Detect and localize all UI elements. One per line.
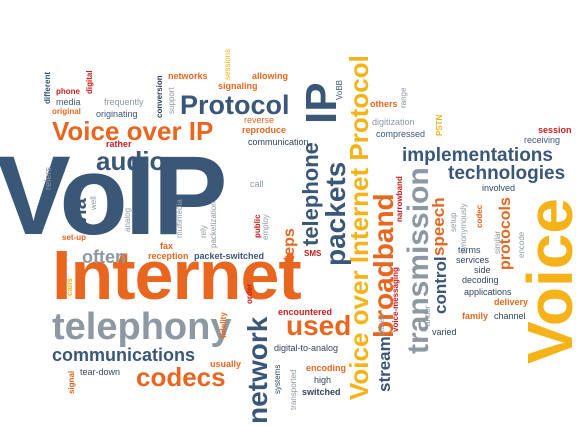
word-sms: SMS bbox=[304, 249, 322, 258]
word-voip: VoIP bbox=[0, 133, 228, 258]
word-receiving: receiving bbox=[524, 135, 561, 145]
word-reverse: reverse bbox=[244, 115, 275, 125]
word-support: support bbox=[167, 87, 176, 114]
word-session: session bbox=[538, 125, 572, 135]
word-stereo: stereo bbox=[377, 313, 386, 336]
word-fax: fax bbox=[160, 241, 174, 251]
word-channel: channel bbox=[494, 311, 526, 321]
word-originating: originating bbox=[96, 109, 138, 119]
word-via: via bbox=[69, 198, 91, 226]
word-stream: stream bbox=[375, 336, 394, 392]
word-phone: phone bbox=[56, 87, 80, 96]
word-rather: rather bbox=[106, 139, 132, 149]
word-family: family bbox=[462, 311, 489, 321]
word-range: range bbox=[399, 87, 408, 108]
word-communication: communication bbox=[248, 137, 309, 147]
word-technologies: technologies bbox=[448, 163, 566, 184]
word-encountered: encountered bbox=[278, 307, 333, 317]
word-services: services bbox=[456, 255, 490, 265]
word-applications: applications bbox=[464, 287, 512, 297]
word-compressed: compressed bbox=[376, 129, 426, 139]
word-narrowband: narrowband bbox=[395, 176, 404, 222]
word-synonymously: synonymously bbox=[459, 203, 468, 254]
word-set-up: set-up bbox=[62, 233, 86, 242]
word-often: often bbox=[82, 247, 126, 267]
word-digital-to-analog: digital-to-analog bbox=[274, 343, 339, 353]
word-digital: digital bbox=[85, 70, 94, 94]
word-varied: varied bbox=[432, 327, 457, 337]
word-sessions: sessions bbox=[223, 48, 232, 80]
word-media: media bbox=[56, 97, 81, 107]
word-vobb: VoBB bbox=[335, 79, 344, 100]
word-implementations: implementations bbox=[402, 145, 553, 166]
word-voice-big: Voice bbox=[514, 198, 576, 364]
word-switched: switched bbox=[302, 387, 341, 397]
word-side: side bbox=[474, 265, 491, 275]
word-different: different bbox=[43, 72, 52, 104]
word-voice-messaging: voice-messaging bbox=[391, 267, 400, 332]
word-telephony: telephony bbox=[52, 306, 232, 348]
word-digitization: digitization bbox=[372, 117, 415, 127]
word-telephone: telephone bbox=[298, 142, 323, 246]
word-packetization: packetization bbox=[209, 201, 218, 248]
word-delivery: delivery bbox=[494, 297, 529, 307]
word-setup: setup bbox=[449, 212, 458, 232]
word-network: network bbox=[242, 316, 273, 424]
word-control: control bbox=[431, 256, 450, 314]
word-signal: signal bbox=[67, 370, 76, 394]
word-communications: communications bbox=[52, 345, 196, 365]
word-conversion: conversion bbox=[155, 75, 164, 118]
word-similar: similar bbox=[493, 230, 502, 254]
word-networks: networks bbox=[168, 71, 208, 81]
word-refers: refers bbox=[43, 166, 53, 190]
word-decoding: decoding bbox=[462, 275, 499, 285]
word-usually: usually bbox=[210, 359, 242, 369]
word-high: high bbox=[314, 375, 332, 385]
word-codecs: codecs bbox=[136, 362, 226, 392]
word-tear-down: tear-down bbox=[80, 367, 121, 377]
word-encode: encode bbox=[517, 231, 526, 258]
word-involved: involved bbox=[482, 183, 516, 193]
word-packets: packets bbox=[320, 161, 351, 266]
word-systems: systems bbox=[273, 364, 282, 394]
word-others: others bbox=[370, 99, 398, 109]
word-original: original bbox=[52, 107, 81, 116]
word-voice-over-ip: Voice over IP bbox=[52, 116, 214, 146]
word-andor: andor bbox=[423, 305, 432, 326]
word-used: used bbox=[286, 310, 352, 341]
word-terms: terms bbox=[458, 245, 481, 255]
word-well: well bbox=[89, 196, 98, 210]
word-internet: Internet bbox=[52, 236, 302, 314]
word-signaling: signaling bbox=[218, 81, 258, 91]
word-multimedia: multimedia bbox=[175, 199, 184, 238]
word-order: order bbox=[245, 283, 254, 304]
word-employ: employ bbox=[261, 214, 270, 240]
word-protocol: Protocol bbox=[180, 90, 290, 120]
word-packet-switched: packet-switched bbox=[194, 251, 265, 261]
word-call: call bbox=[250, 179, 264, 189]
word-pstn: PSTN bbox=[435, 114, 444, 136]
word-speech: speech bbox=[429, 197, 448, 256]
word-encoding: encoding bbox=[306, 363, 346, 373]
word-frequently: frequently bbox=[104, 97, 144, 107]
word-analog: analog bbox=[123, 207, 132, 232]
word-audio: audio bbox=[96, 146, 166, 176]
word-reception: reception bbox=[148, 251, 189, 261]
word-steps: steps bbox=[281, 228, 298, 270]
word-reproduce: reproduce bbox=[242, 125, 287, 135]
word-calls: calls bbox=[65, 278, 74, 296]
word-rely: rely bbox=[199, 225, 208, 238]
word-fidelity: fidelity bbox=[219, 312, 228, 338]
word-transported: transported bbox=[289, 369, 298, 410]
word-allowing: allowing bbox=[252, 71, 288, 81]
word-codec: codec bbox=[475, 204, 484, 228]
